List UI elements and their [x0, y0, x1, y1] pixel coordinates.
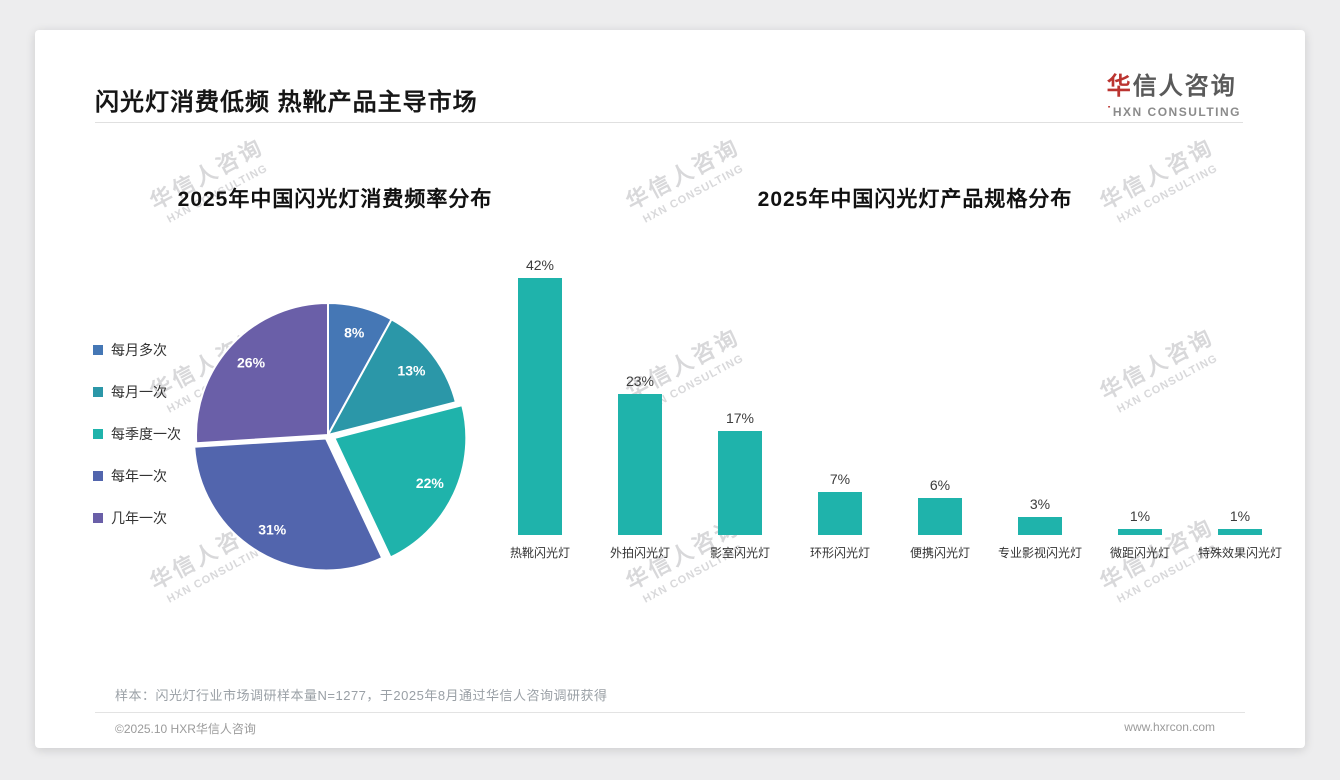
bar-stack: 23% — [618, 255, 662, 535]
bar-category-label: 环形闪光灯 — [809, 546, 870, 560]
legend-label: 每年一次 — [111, 468, 167, 484]
bar-chart: 42% 热靴闪光灯 23% 外拍闪光灯 17% 影室闪光灯 7% 环形闪光灯 6% 便携闪光灯 3%… — [490, 255, 1290, 561]
legend-label: 每季度一次 — [111, 426, 181, 442]
bar-stack: 7% — [818, 255, 862, 535]
bar-value-label: 6% — [929, 477, 951, 494]
footer-website: www.hxrcon.com — [1124, 720, 1215, 734]
bar — [818, 492, 862, 535]
header-divider — [95, 122, 1243, 123]
bar-column: 17% 影室闪光灯 — [690, 255, 790, 561]
bar-value-label: 1% — [1129, 507, 1151, 524]
bar-stack: 3% — [1018, 255, 1062, 535]
pie-value-label: 22% — [416, 475, 445, 491]
logo-accent-char: 华 — [1106, 73, 1133, 100]
legend-label: 每月一次 — [111, 384, 167, 400]
legend-swatch — [93, 387, 103, 397]
legend-item: 每月一次 — [93, 382, 181, 402]
bar-stack: 6% — [918, 255, 962, 535]
bar-column: 3% 专业影视闪光灯 — [990, 255, 1090, 561]
footer-divider — [95, 712, 1245, 713]
bar-category-label: 特殊效果闪光灯 — [1197, 546, 1282, 560]
logo-tagline-row: ˙HXN CONSULTING — [1107, 103, 1241, 119]
bar-stack: 42% — [518, 255, 562, 535]
bar-category-label: 热靴闪光灯 — [509, 546, 570, 560]
legend-label: 每月多次 — [111, 342, 167, 358]
logo-name-cn: 华信人咨询 — [1107, 66, 1241, 101]
pie-slice-2 — [332, 403, 468, 559]
pie-slice-3 — [193, 437, 384, 572]
legend-item: 每季度一次 — [93, 424, 181, 444]
pie-value-label: 8% — [344, 325, 365, 341]
pie-value-label: 26% — [237, 355, 266, 371]
bar-stack: 17% — [718, 255, 762, 535]
pie-value-label: 13% — [397, 362, 426, 378]
bar-chart-title: 2025年中国闪光灯产品规格分布 — [757, 188, 1073, 211]
legend-label: 几年一次 — [111, 510, 167, 526]
pie-chart-title: 2025年中国闪光灯消费频率分布 — [177, 188, 493, 211]
logo-tagline: HXN CONSULTING — [1112, 105, 1241, 119]
legend-item: 每月多次 — [93, 340, 181, 360]
bar-column: 23% 外拍闪光灯 — [590, 255, 690, 561]
pie-slice-4 — [195, 301, 329, 445]
bar — [518, 278, 562, 535]
bar-value-label: 1% — [1229, 507, 1251, 524]
legend-swatch — [93, 345, 103, 355]
bar-column: 6% 便携闪光灯 — [890, 255, 990, 561]
pie-value-label: 31% — [258, 521, 287, 537]
bar — [1018, 516, 1062, 535]
bar-stack: 1% — [1118, 255, 1162, 535]
legend-item: 几年一次 — [93, 508, 181, 528]
bar-value-label: 42% — [525, 257, 555, 274]
pie-legend: 每月多次每月一次每季度一次每年一次几年一次 — [93, 340, 181, 550]
footer-copyright: ©2025.10 HXR华信人咨询 — [115, 722, 256, 736]
bar-stack: 1% — [1218, 255, 1262, 535]
slide-content: 闪光灯消费低频 热靴产品主导市场 华信人咨询 ˙HXN CONSULTING 2… — [35, 30, 1305, 748]
legend-swatch — [93, 429, 103, 439]
bar — [618, 394, 662, 535]
pie-slice-1 — [326, 317, 458, 437]
bar-value-label: 3% — [1029, 495, 1051, 512]
bar-category-label: 微距闪光灯 — [1109, 546, 1170, 560]
legend-item: 每年一次 — [93, 466, 181, 486]
page-title: 闪光灯消费低频 热靴产品主导市场 — [95, 89, 478, 116]
logo-name-rest: 信人咨询 — [1132, 73, 1237, 100]
bar — [718, 431, 762, 535]
bar-column: 1% 微距闪光灯 — [1090, 255, 1190, 561]
pie-chart: 8% 13% 22% 31% 26% — [193, 301, 468, 572]
bar — [918, 498, 962, 535]
bar-column: 42% 热靴闪光灯 — [490, 255, 590, 561]
brand-logo: 华信人咨询 ˙HXN CONSULTING — [1107, 66, 1241, 119]
bar-column: 7% 环形闪光灯 — [790, 255, 890, 561]
slide-card: 华信人咨询 HXN CONSULTING 华信人咨询 HXN CONSULTING 华信… — [35, 30, 1305, 748]
bar-category-label: 影室闪光灯 — [709, 546, 770, 560]
bar-value-label: 17% — [725, 410, 755, 427]
sample-note: 样本：闪光灯行业市场调研样本量N=1277，于2025年8月通过华信人咨询调研获… — [115, 688, 608, 703]
bar — [1118, 528, 1162, 535]
bar-category-label: 外拍闪光灯 — [609, 546, 670, 560]
bar-category-label: 便携闪光灯 — [909, 546, 970, 560]
legend-swatch — [93, 513, 103, 523]
bar-value-label: 7% — [829, 471, 851, 488]
bar-column: 1% 特殊效果闪光灯 — [1190, 255, 1290, 561]
logo-tagline-mark: ˙ — [1106, 103, 1113, 119]
bar-category-label: 专业影视闪光灯 — [997, 546, 1082, 560]
legend-swatch — [93, 471, 103, 481]
bar — [1218, 528, 1262, 535]
bar-value-label: 23% — [625, 373, 655, 390]
